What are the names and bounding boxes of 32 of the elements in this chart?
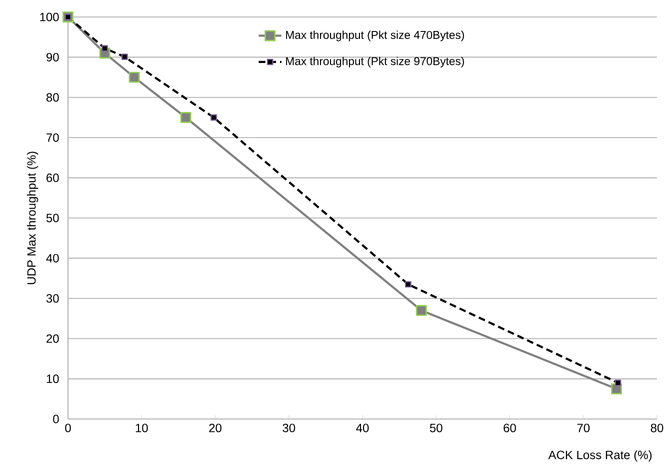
x-tick-label: 80 — [650, 424, 664, 432]
point — [180, 112, 192, 123]
y-tick-label: 60 — [46, 174, 59, 182]
y-axis-title: UDP Max throughput (%) — [26, 152, 38, 284]
y-tick-label: 70 — [46, 133, 59, 142]
y-tick-label: 40 — [46, 254, 59, 262]
point — [121, 54, 128, 60]
y-tick-label: 80 — [46, 93, 59, 102]
y-tick-label: 0 — [53, 414, 59, 424]
x-tick-label: 10 — [136, 424, 148, 432]
y-tick-label: 50 — [46, 214, 59, 222]
x-tick-label: 0 — [65, 424, 71, 432]
y-tick-label: 90 — [46, 52, 59, 62]
y-tick-label: 20 — [46, 334, 59, 343]
x-tick-label: 20 — [209, 424, 222, 432]
point — [128, 72, 140, 83]
x-tick-label: 70 — [577, 424, 590, 432]
x-axis-title: ACK Loss Rate (%) — [548, 450, 652, 462]
x-tick-label: 60 — [504, 424, 516, 432]
x-tick-label: 50 — [430, 424, 442, 432]
legend-label: Max throughput (Pkt size 470Bytes) — [286, 30, 464, 42]
legend-label: Max throughput (Pkt size 970Bytes) — [286, 56, 464, 68]
y-tick-label: 10 — [46, 374, 59, 384]
point — [416, 304, 427, 316]
point — [210, 114, 217, 121]
point — [404, 281, 412, 288]
x-tick-label: 30 — [282, 424, 296, 432]
y-tick-label: 30 — [46, 294, 59, 303]
x-tick-label: 40 — [356, 424, 369, 432]
point — [614, 380, 622, 386]
point — [102, 45, 108, 52]
y-tick-label: 100 — [40, 12, 59, 22]
